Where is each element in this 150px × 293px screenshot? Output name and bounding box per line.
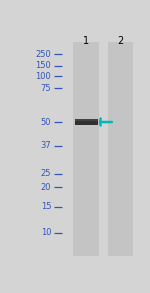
Text: 2: 2 bbox=[117, 36, 124, 46]
Text: 15: 15 bbox=[41, 202, 51, 211]
Text: 50: 50 bbox=[41, 117, 51, 127]
Text: 75: 75 bbox=[41, 84, 51, 93]
Text: 10: 10 bbox=[41, 228, 51, 237]
Text: 100: 100 bbox=[36, 72, 51, 81]
Text: 25: 25 bbox=[41, 169, 51, 178]
Bar bbox=[108, 42, 133, 256]
Text: 37: 37 bbox=[40, 141, 51, 150]
Text: 150: 150 bbox=[36, 61, 51, 70]
Bar bbox=[75, 119, 98, 125]
Text: 1: 1 bbox=[83, 36, 89, 46]
Text: 250: 250 bbox=[36, 50, 51, 59]
Bar bbox=[75, 119, 98, 121]
Text: 20: 20 bbox=[41, 183, 51, 192]
Bar bbox=[73, 42, 99, 256]
